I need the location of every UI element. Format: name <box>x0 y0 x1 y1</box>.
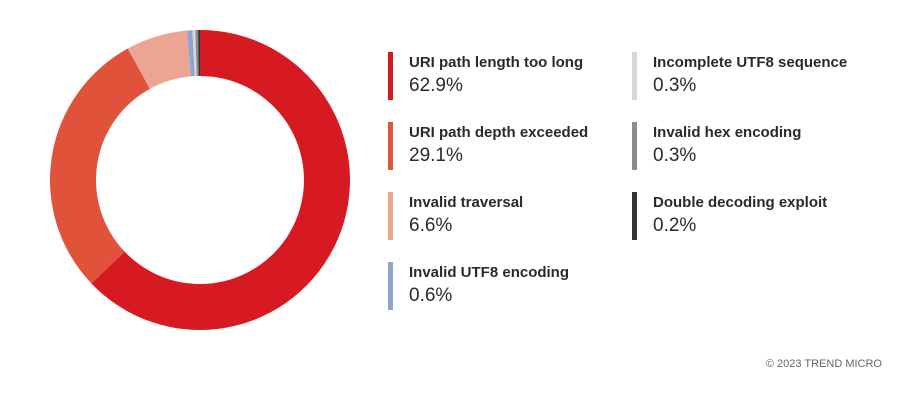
legend-label: Invalid hex encoding <box>653 124 802 141</box>
legend-item: Invalid UTF8 encoding 0.6% <box>388 262 628 310</box>
legend-label: URI path length too long <box>409 54 584 71</box>
legend-swatch <box>388 52 393 100</box>
legend-swatch <box>632 52 637 100</box>
legend-value: 0.6% <box>409 285 453 306</box>
legend-value: 62.9% <box>409 75 463 96</box>
legend-value: 6.6% <box>409 215 453 236</box>
legend-label: URI path depth exceeded <box>409 124 589 141</box>
donut-slice-4 <box>186 30 195 77</box>
legend-swatch <box>388 122 393 170</box>
donut-slice-7 <box>198 30 200 77</box>
legend-item: Incomplete UTF8 sequence 0.3% <box>632 52 872 100</box>
legend-value: 29.1% <box>409 145 463 166</box>
donut-slice-5 <box>192 30 197 77</box>
legend-swatch <box>388 262 393 310</box>
legend-swatch <box>632 192 637 240</box>
legend-label: Incomplete UTF8 sequence <box>653 54 848 71</box>
copyright-text: © 2023 TREND MICRO <box>765 358 882 370</box>
legend-value: 0.2% <box>653 215 697 236</box>
legend-swatch <box>632 122 637 170</box>
legend-item: Double decoding exploit 0.2% <box>632 192 872 240</box>
donut-slice-2 <box>50 48 150 284</box>
legend-label: Double decoding exploit <box>653 194 828 211</box>
legend-value: 0.3% <box>653 145 697 166</box>
donut-slices <box>50 30 351 330</box>
legend-label: Invalid UTF8 encoding <box>409 264 570 281</box>
donut-slice-1 <box>91 30 351 330</box>
legend-swatch <box>388 192 393 240</box>
legend-item: URI path length too long 62.9% <box>388 52 628 100</box>
legend-item: Invalid hex encoding 0.3% <box>632 122 872 170</box>
donut-slice-6 <box>195 30 199 77</box>
donut-slice-3 <box>127 30 191 89</box>
legend-label: Invalid traversal <box>409 194 524 211</box>
legend-value: 0.3% <box>653 75 697 96</box>
legend-item: URI path depth exceeded 29.1% <box>388 122 628 170</box>
legend-item: Invalid traversal 6.6% <box>388 192 628 240</box>
